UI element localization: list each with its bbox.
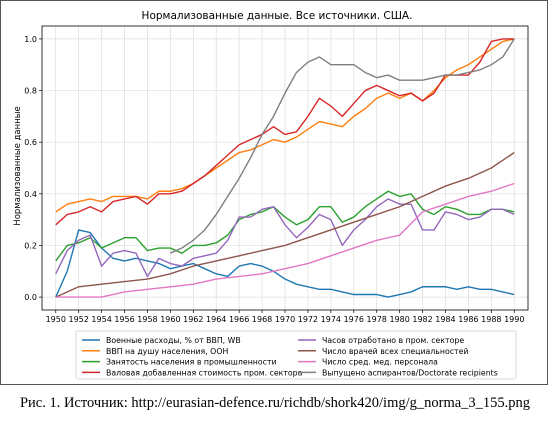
series-line-7 — [55, 182, 515, 298]
legend-label: Выпущено аспирантов/Doctorate recipients — [322, 368, 498, 377]
legend: Военные расходы, % от ВВП, WB ВВП на душу… — [75, 330, 517, 380]
line-chart: Нормализованные данные. Все источники. С… — [13, 10, 529, 380]
legend-label: Занятость населения в промышленности — [106, 358, 277, 367]
x-tick-label: 1980 — [389, 315, 409, 324]
chart-title: Нормализованные данные. Все источники. С… — [142, 10, 413, 22]
x-tick-label: 1988 — [481, 315, 501, 324]
series-line-1 — [55, 229, 515, 298]
series-line-5 — [55, 198, 515, 278]
y-tick-label: 0.2 — [24, 241, 37, 250]
x-tick-label: 1974 — [321, 315, 341, 324]
legend-label: Часов отработано в пром. секторе — [322, 336, 464, 345]
axes: 1950 1952 1954 1956 1958 1960 1962 1964 1966 1968… — [24, 35, 524, 324]
legend-box — [75, 330, 517, 380]
x-tick-label: 1990 — [504, 315, 524, 324]
y-tick-label: 1.0 — [24, 35, 37, 44]
x-tick-label: 1962 — [183, 315, 203, 324]
series-line-3 — [55, 190, 515, 262]
x-tick-label: 1964 — [206, 315, 226, 324]
grid — [42, 26, 528, 310]
x-tick-label: 1972 — [298, 315, 318, 324]
series-line-4 — [55, 38, 515, 226]
y-tick-label: 0.6 — [24, 138, 37, 147]
figure-caption: Рис. 1. Источник: http://eurasian-defenc… — [19, 395, 531, 411]
x-tick-label: 1966 — [229, 315, 249, 324]
legend-label: Военные расходы, % от ВВП, WB — [106, 336, 241, 345]
y-tick-label: 0.0 — [24, 293, 37, 302]
legend-label: Число врачей всех специальностей — [322, 347, 468, 356]
figure-frame — [0, 0, 548, 385]
x-tick-label: 1986 — [458, 315, 478, 324]
y-tick-label: 0.4 — [24, 190, 37, 199]
legend-label: Валовая добавленная стоимость пром. сект… — [106, 368, 303, 377]
y-tick-label: 0.8 — [24, 87, 37, 96]
x-tick-label: 1968 — [252, 315, 272, 324]
x-tick-label: 1958 — [137, 315, 157, 324]
legend-label: ВВП на душу населения, ООН — [106, 347, 228, 356]
legend-label: Число сред. мед. персонала — [322, 358, 438, 367]
series-lines — [55, 38, 515, 298]
x-tick-label: 1970 — [275, 315, 295, 324]
x-tick-label: 1978 — [367, 315, 387, 324]
x-tick-label: 1976 — [344, 315, 364, 324]
x-tick-label: 1984 — [435, 315, 455, 324]
x-tick-label: 1982 — [412, 315, 432, 324]
series-line-6 — [55, 151, 515, 298]
x-tick-label: 1954 — [91, 315, 111, 324]
y-axis-label: Нормализованные данные — [13, 106, 23, 225]
x-tick-label: 1950 — [46, 315, 66, 324]
x-tick-label: 1960 — [160, 315, 180, 324]
x-tick-label: 1952 — [68, 315, 88, 324]
series-line-8 — [170, 38, 515, 254]
x-tick-label: 1956 — [114, 315, 134, 324]
